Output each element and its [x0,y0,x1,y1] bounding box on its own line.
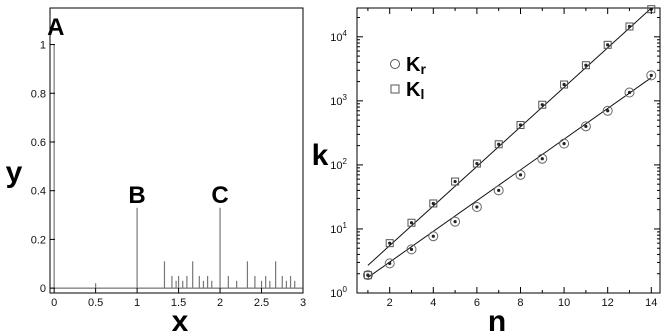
circle-marker [646,70,657,81]
peak-label: B [128,182,145,209]
peak-label: C [211,182,228,209]
marker-dot [649,73,653,77]
right-x-tick-label: 12 [602,297,614,309]
marker-dot [453,179,457,184]
left-y-axis-label: y [6,156,23,189]
right-y-tick-label: 104 [330,29,347,44]
square-marker [363,271,372,280]
marker-dot [431,234,435,238]
left-y-tick-label: 0.8 [31,88,46,100]
square-marker [385,239,394,248]
square-marker [581,61,590,70]
marker-dot [366,273,370,277]
left-x-tick-label: 2.5 [254,297,269,309]
marker-dot [627,90,632,95]
circle-marker [602,105,613,116]
left-plot-frame [49,7,304,294]
left-x-tick-label: 0.5 [88,297,103,309]
marker-dot [518,173,523,177]
square-marker [516,120,525,129]
right-plot-frame [356,7,661,294]
marker-dot [497,188,501,192]
right-x-tick-label: 2 [387,297,393,309]
left-x-axis-label: x [172,305,189,331]
fit-line [367,7,652,266]
left-y-tick-label: 1 [40,40,46,52]
marker-dot [388,261,392,265]
right-x-tick-label: 8 [517,297,523,309]
marker-dot [409,247,414,251]
marker-dot [453,220,457,224]
left-x-tick-label: 2 [217,297,223,309]
legend-label: Kl [406,79,424,102]
marker-dot [584,124,588,128]
marker-dot [388,241,392,245]
square-marker [451,177,460,186]
right-y-tick-label: 100 [330,285,347,300]
marker-dot [606,109,610,113]
marker-dot [562,142,566,146]
square-marker [407,218,416,227]
marker-dot [431,201,435,206]
marker-dot [475,205,479,209]
right-x-tick-label: 14 [645,297,657,309]
circle-marker [624,87,635,98]
marker-dot [627,24,632,29]
right-y-axis-label: k [312,139,329,172]
circle-marker [384,258,395,269]
circle-marker [493,185,504,196]
circle-marker [450,216,461,227]
legend-square-marker [390,84,400,94]
right-x-tick-label: 6 [474,297,480,309]
square-marker [472,159,481,168]
square-marker [560,80,569,89]
square-marker [429,199,438,208]
circle-marker [515,169,526,180]
right-x-tick-label: 10 [558,297,570,309]
circle-marker [406,244,417,255]
marker-dot [540,157,544,161]
square-marker [538,100,547,109]
square-marker [625,22,634,31]
left-chart: 0 0.5 1 1.5 2 2.5 3 0 0.2 0.4 0.6 0.8 1 A B C x y [6,7,306,331]
marker-dot [606,43,610,47]
peak-label: A [47,14,64,41]
circle-marker [559,138,570,149]
right-y-tick-label: 102 [330,157,347,172]
circle-marker [428,231,439,242]
square-marker [494,140,503,149]
marker-dot [518,123,523,127]
circle-marker [362,270,373,281]
right-x-tick-label: 4 [430,297,436,309]
left-y-tick-label: 0 [40,283,46,295]
marker-dot [475,161,479,166]
right-y-tick-label: 101 [330,221,347,236]
legend-label: Kr [406,54,426,77]
right-y-tick-label: 103 [330,93,347,108]
fit-line [367,77,652,278]
left-y-tick-label: 0.4 [31,186,46,198]
right-x-axis-label: n [488,305,506,331]
left-x-tick-label: 1 [134,297,140,309]
left-y-tick-label: 0.6 [31,137,46,149]
marker-dot [497,142,501,146]
marker-dot [584,63,588,67]
circle-marker [580,121,591,132]
marker-dot [540,103,544,107]
marker-dot [409,221,414,225]
left-y-tick-label: 0.2 [31,234,46,246]
circle-marker [471,202,482,213]
circle-marker [537,153,548,164]
left-x-tick-label: 0 [51,297,57,309]
square-marker [603,40,612,49]
left-x-tick-label: 3 [300,297,306,309]
legend-circle-marker [390,59,400,69]
left-x-tick-label: 1.5 [171,297,186,309]
marker-dot [562,82,566,87]
